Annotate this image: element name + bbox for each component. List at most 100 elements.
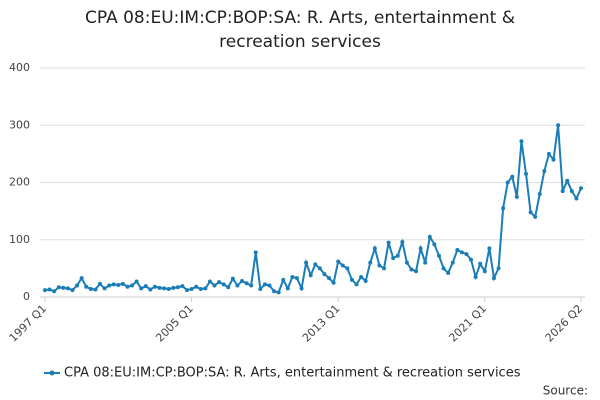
data-point (349, 277, 354, 282)
data-point (427, 234, 432, 239)
data-point (345, 266, 350, 271)
data-point (322, 272, 327, 277)
data-point (501, 206, 506, 211)
data-point (551, 157, 556, 162)
data-point (285, 286, 290, 291)
data-point (79, 276, 84, 281)
data-point (510, 174, 515, 179)
data-point (120, 281, 125, 286)
data-point (88, 286, 93, 291)
data-point (386, 240, 391, 245)
data-point (524, 171, 529, 176)
data-point (308, 273, 313, 278)
data-point (327, 276, 332, 281)
data-point (382, 266, 387, 271)
data-point (546, 151, 551, 156)
data-point (533, 214, 538, 219)
data-point (294, 276, 299, 281)
data-point (281, 277, 286, 282)
data-point (212, 283, 217, 288)
data-point (143, 284, 148, 289)
data-point (473, 274, 478, 279)
x-tick-label: 2021 Q1 (447, 302, 490, 345)
legend-label: CPA 08:EU:IM:CP:BOP:SA: R. Arts, enterta… (64, 366, 521, 381)
data-point (528, 210, 533, 215)
data-point (166, 286, 171, 291)
data-point (244, 281, 249, 286)
data-point (189, 286, 194, 291)
x-tick-label: 2013 Q1 (300, 302, 343, 345)
data-point (97, 281, 102, 286)
data-point (253, 250, 258, 255)
data-point (491, 276, 496, 281)
data-point (372, 246, 377, 251)
data-point (579, 186, 583, 191)
data-point (446, 270, 451, 275)
data-point (148, 287, 153, 292)
data-point (537, 191, 542, 196)
data-point (65, 286, 70, 291)
source: Source: (543, 384, 588, 398)
data-point (107, 283, 112, 288)
data-point (514, 194, 519, 199)
data-point (134, 279, 139, 284)
series-line (44, 125, 582, 294)
y-tick-label: 100 (9, 233, 30, 246)
data-point (171, 285, 176, 290)
data-point (180, 284, 185, 289)
data-point (519, 139, 524, 144)
data-point (304, 260, 309, 265)
data-point (414, 269, 419, 274)
data-point (157, 285, 162, 290)
data-point (478, 261, 483, 266)
data-point (290, 274, 295, 279)
y-tick-label: 200 (9, 176, 30, 189)
data-point (391, 256, 396, 261)
data-point (152, 284, 157, 289)
data-point (276, 290, 281, 295)
data-point (299, 286, 304, 291)
data-point (125, 284, 130, 289)
data-point (116, 282, 121, 287)
data-point (230, 276, 235, 281)
data-point (565, 178, 570, 183)
data-point (203, 286, 208, 291)
data-point (418, 246, 423, 251)
data-point (450, 260, 455, 265)
data-point (336, 259, 341, 264)
y-tick-label: 400 (9, 61, 30, 74)
data-point (482, 269, 487, 274)
data-point (198, 286, 203, 291)
x-tick-label: 1997 Q1 (7, 302, 50, 345)
data-point (70, 288, 75, 293)
data-point (354, 282, 359, 287)
data-point (221, 282, 226, 287)
data-point (574, 196, 579, 201)
data-point (432, 242, 437, 247)
data-point (258, 286, 263, 291)
data-point (217, 280, 222, 285)
data-point (464, 252, 469, 257)
data-point (111, 282, 116, 287)
data-point (505, 180, 510, 185)
data-point (75, 283, 80, 288)
x-tick-label: 2026 Q2 (543, 302, 586, 345)
data-point (262, 282, 267, 287)
data-point (455, 248, 460, 253)
data-point (162, 286, 167, 291)
y-tick-label: 0 (23, 290, 30, 303)
data-point (56, 285, 61, 290)
data-point (459, 250, 464, 255)
data-point (194, 284, 199, 289)
data-point (395, 253, 400, 258)
y-tick-label: 300 (9, 118, 30, 131)
data-point (226, 285, 231, 290)
data-point (239, 278, 244, 283)
data-point (368, 260, 373, 265)
data-point (249, 283, 254, 288)
data-point (130, 283, 135, 288)
data-point (93, 287, 98, 292)
data-point (560, 189, 565, 194)
data-point (436, 253, 441, 258)
